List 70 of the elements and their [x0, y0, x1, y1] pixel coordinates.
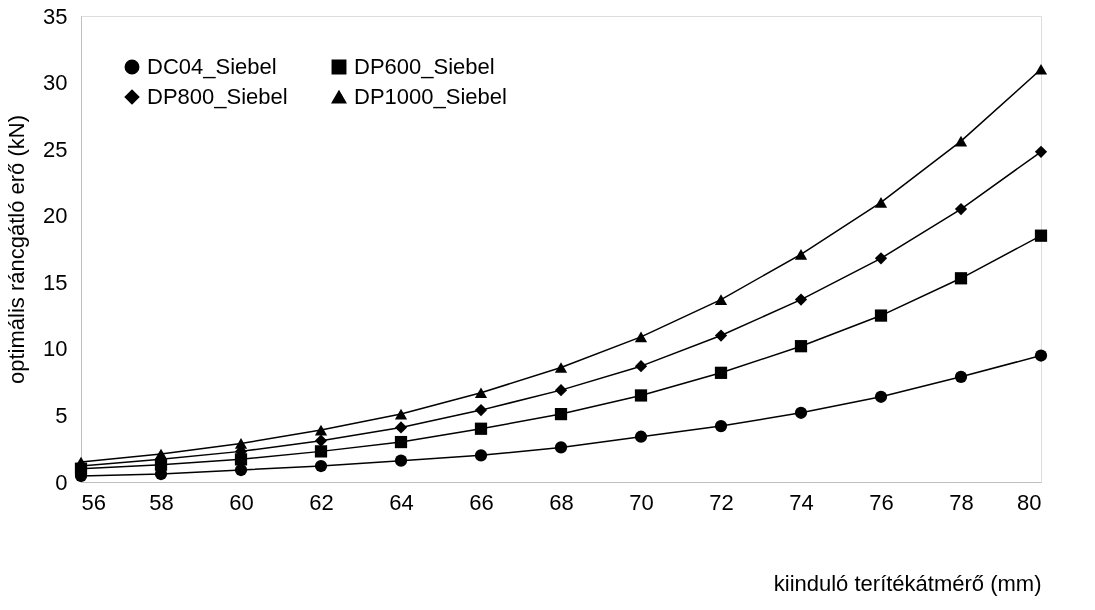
legend-label: DP1000_Siebel — [354, 84, 507, 109]
point — [714, 419, 728, 433]
point — [1034, 229, 1048, 242]
point — [794, 249, 808, 260]
point — [794, 340, 808, 353]
point — [1034, 63, 1048, 75]
x-tick-label: 72 — [709, 489, 734, 515]
point — [874, 309, 888, 322]
point — [474, 403, 488, 417]
point — [314, 459, 328, 473]
y-tick-label: 20 — [43, 203, 68, 229]
x-tick-label: 60 — [229, 489, 254, 515]
x-tick-label: 74 — [789, 489, 814, 515]
point — [1034, 145, 1048, 158]
point — [634, 430, 648, 443]
point — [234, 438, 248, 449]
point — [314, 445, 328, 458]
y-tick-label: 5 — [55, 402, 68, 428]
point — [394, 454, 408, 467]
x-tick-label: 80 — [1017, 489, 1042, 515]
point — [954, 135, 968, 147]
point — [474, 422, 488, 435]
y-tick-label: 30 — [43, 70, 68, 96]
point — [154, 448, 168, 460]
point — [554, 407, 568, 421]
y-tick-label: 0 — [55, 469, 68, 495]
point — [874, 197, 888, 208]
point — [634, 389, 648, 402]
x-tick-label: 70 — [629, 489, 654, 515]
point — [554, 441, 568, 454]
point — [554, 362, 568, 373]
point — [1034, 349, 1048, 362]
point — [634, 331, 648, 343]
x-tick-label: 78 — [949, 489, 974, 515]
point — [634, 360, 648, 373]
point — [474, 387, 488, 399]
y-axis-title: optimális ráncgátló erő (kN) — [4, 115, 30, 384]
point — [394, 408, 408, 420]
point — [234, 463, 248, 477]
point — [874, 252, 888, 265]
legend-label: DP800_Siebel — [147, 84, 288, 109]
point — [394, 435, 408, 449]
point — [954, 202, 968, 216]
legend-label: DP600_Siebel — [354, 54, 495, 79]
point — [794, 406, 808, 419]
x-tick-label: 68 — [549, 489, 574, 515]
y-tick-label: 25 — [43, 136, 68, 162]
point — [394, 421, 408, 434]
point — [714, 294, 728, 305]
y-tick-label: 15 — [43, 269, 68, 295]
x-tick-label: 66 — [469, 489, 494, 515]
point — [714, 366, 728, 379]
point — [794, 293, 808, 306]
x-axis-title: kiinduló terítékátmérő (mm) — [773, 570, 1042, 596]
point — [954, 370, 968, 383]
x-tick-label: 76 — [869, 489, 894, 515]
y-tick-label: 35 — [43, 3, 68, 29]
point — [314, 424, 328, 436]
y-tick-label: 10 — [43, 336, 68, 362]
x-tick-label: 56 — [81, 489, 106, 515]
x-tick-label: 62 — [309, 489, 334, 515]
legend-label: DC04_Siebel — [147, 54, 277, 79]
point — [714, 329, 728, 342]
point — [474, 449, 488, 462]
point — [554, 384, 568, 397]
x-tick-label: 64 — [389, 489, 414, 515]
x-tick-label: 58 — [149, 489, 174, 515]
point — [314, 434, 328, 447]
point — [954, 272, 968, 285]
point — [874, 390, 888, 403]
